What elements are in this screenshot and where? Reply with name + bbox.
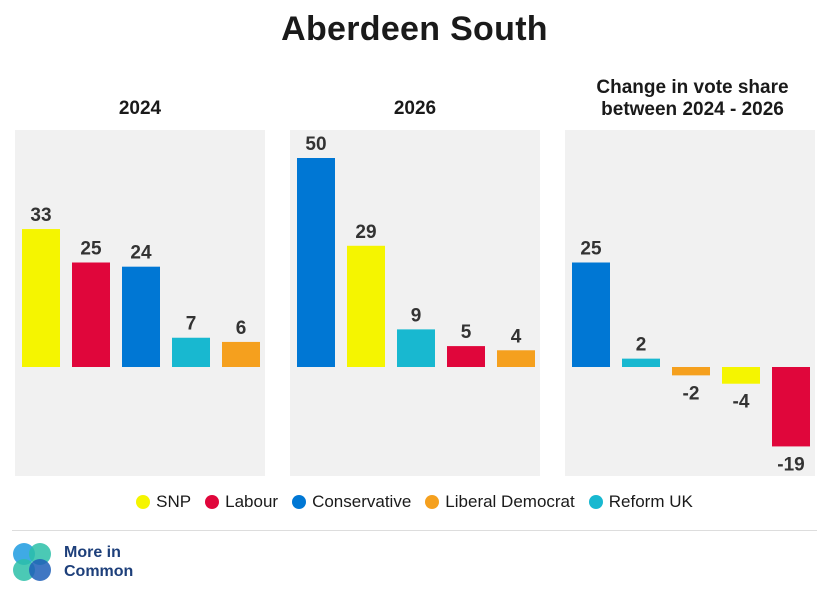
- bar-liberal-democrat-panel-2: [497, 350, 535, 367]
- legend-swatch-snp: [136, 495, 151, 509]
- bar-labour-panel-1: [72, 262, 110, 367]
- chart-title: Aberdeen South: [281, 10, 548, 48]
- legend-label-snp: SNP: [156, 492, 192, 511]
- bar-labour-panel-2: [447, 346, 485, 367]
- bar-reform-uk-panel-3: [622, 358, 660, 367]
- data-label-liberal-democrat-panel-1: 6: [236, 318, 247, 339]
- bar-labour-panel-3: [772, 367, 810, 447]
- legend-item-reform-uk: Reform UK: [588, 492, 693, 512]
- bar-snp-panel-1: [22, 229, 60, 367]
- legend: SNP Labour Conservative Liberal Democrat Ref…: [0, 492, 829, 512]
- data-label-snp-panel-3: -4: [733, 392, 750, 413]
- legend-item-conservative: Conservative: [292, 492, 411, 512]
- legend-swatch-conservative: [292, 495, 307, 509]
- legend-item-snp: SNP: [136, 492, 191, 512]
- bar-snp-panel-2: [347, 245, 385, 367]
- legend-item-labour: Labour: [205, 492, 278, 512]
- data-label-labour-panel-2: 5: [461, 322, 472, 343]
- legend-label-liberal-democrat: Liberal Democrat: [445, 492, 575, 511]
- bar-reform-uk-panel-1: [172, 337, 210, 367]
- bar-reform-uk-panel-2: [397, 329, 435, 367]
- data-label-snp-panel-1: 33: [30, 205, 51, 226]
- bar-conservative-panel-2: [297, 158, 335, 367]
- more-in-common-logo: More in Common: [10, 540, 133, 584]
- legend-label-conservative: Conservative: [312, 492, 412, 511]
- bar-liberal-democrat-panel-3: [672, 367, 710, 376]
- logo-text-line1: More in: [64, 544, 121, 561]
- data-label-reform-uk-panel-3: 2: [636, 335, 647, 356]
- divider: [12, 530, 817, 531]
- bar-liberal-democrat-panel-1: [222, 341, 260, 367]
- logo-icon: [13, 543, 51, 581]
- panel-title-2026: 2026: [393, 98, 437, 119]
- data-label-liberal-democrat-panel-3: -2: [683, 383, 700, 404]
- data-label-liberal-democrat-panel-2: 4: [511, 326, 522, 347]
- data-label-reform-uk-panel-2: 9: [411, 305, 422, 326]
- data-label-labour-panel-3: -19: [777, 454, 804, 475]
- data-label-labour-panel-1: 25: [80, 239, 102, 260]
- panel-title-change: Change in vote share between 2024 - 2026: [596, 77, 789, 120]
- data-label-reform-uk-panel-1: 7: [186, 314, 197, 335]
- bar-snp-panel-3: [722, 367, 760, 384]
- bar-conservative-panel-3: [572, 262, 610, 367]
- data-label-conservative-panel-3: 25: [580, 239, 602, 260]
- data-label-snp-panel-2: 29: [355, 222, 376, 243]
- legend-item-liberal-democrat: Liberal Democrat: [425, 492, 575, 512]
- legend-swatch-liberal-democrat: [425, 495, 440, 509]
- legend-label-labour: Labour: [225, 492, 279, 511]
- legend-label-reform-uk: Reform UK: [608, 492, 693, 511]
- legend-swatch-reform-uk: [588, 495, 603, 509]
- logo-text-line2: Common: [64, 563, 134, 580]
- bar-conservative-panel-1: [122, 266, 160, 367]
- data-label-conservative-panel-2: 50: [305, 134, 326, 155]
- panel-title-2024: 2024: [118, 98, 162, 119]
- data-label-conservative-panel-1: 24: [130, 243, 152, 264]
- legend-swatch-labour: [205, 495, 220, 509]
